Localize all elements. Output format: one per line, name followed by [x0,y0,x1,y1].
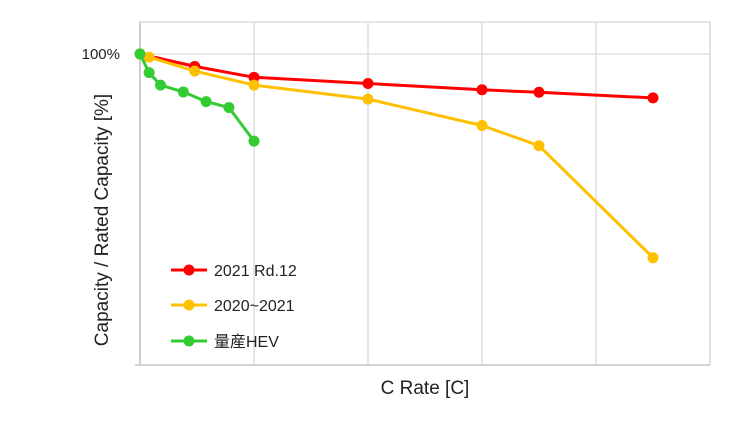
data-point [476,84,488,96]
data-point [248,135,260,147]
data-point [155,79,167,91]
data-point [362,78,374,90]
legend-item-2020-2021: 2020~2021 [171,298,295,315]
data-point [223,101,235,113]
data-point [647,92,659,104]
data-point [143,51,155,63]
y-tick-label: 100% [82,46,120,63]
series-layer [134,48,659,264]
series-line [139,52,655,259]
data-point [533,140,545,152]
legend-marker [183,299,195,311]
data-point [248,79,260,91]
series [134,48,659,264]
legend-label: 2020~2021 [214,298,295,315]
y-axis-title: Capacity / Rated Capacity [%] [92,94,113,346]
legend-label: 量産HEV [214,333,279,351]
data-point [177,86,189,98]
legend-item-2021-rd12: 2021 Rd.12 [171,263,297,280]
legend-marker [183,335,195,347]
legend-label: 2021 Rd.12 [214,263,297,280]
data-point [476,120,488,132]
data-point [362,93,374,105]
legend-item-mass-hev: 量産HEV [171,333,279,351]
x-axis-title: C Rate [C] [381,378,470,399]
data-point [647,252,659,264]
series [134,48,260,147]
data-point [189,65,201,77]
data-point [200,96,212,108]
data-point [533,86,545,98]
legend-marker [183,264,195,276]
data-point [248,71,260,83]
data-point [134,48,146,60]
data-point [143,67,155,79]
legend: 2021 Rd.12 2020~2021 量産HEV [171,263,297,351]
